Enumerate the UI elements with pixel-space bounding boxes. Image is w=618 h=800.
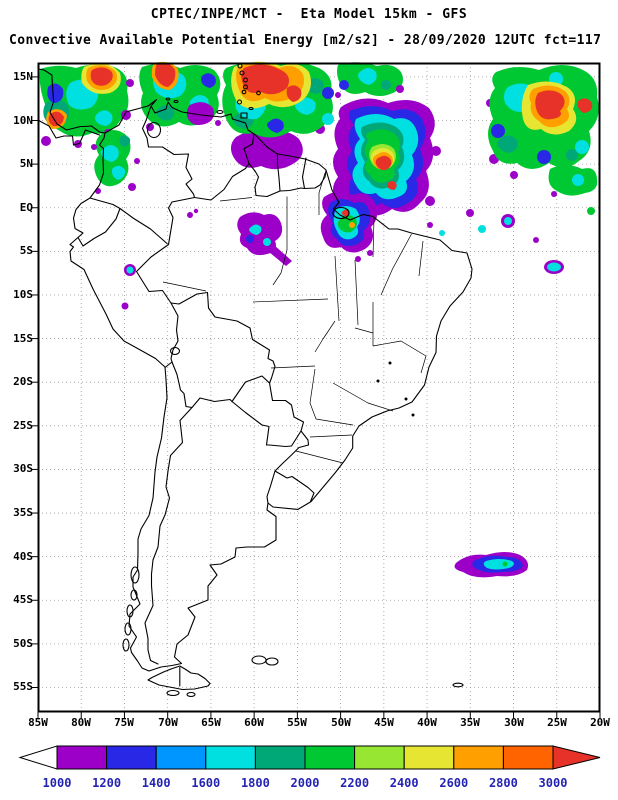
colorbar-value: 2200: [340, 776, 369, 790]
colorbar-segment: [403, 745, 455, 770]
colorbar-segment: [453, 745, 504, 770]
lat-label: 55S: [13, 680, 33, 693]
colorbar-value: 1200: [92, 776, 121, 790]
lat-label: 35S: [13, 506, 33, 519]
lon-label: 45W: [374, 716, 394, 729]
axis-ticks: [32, 76, 601, 718]
lon-label: 50W: [331, 716, 351, 729]
product-title: Convective Available Potential Energy [m…: [9, 33, 602, 48]
lat-label: 5N: [19, 157, 33, 170]
colorbar-value: 1800: [241, 776, 270, 790]
colorbar-segment: [205, 745, 256, 770]
colorbar-value: 1000: [43, 776, 72, 790]
colorbar-value: 2400: [390, 776, 419, 790]
lat-label: 10S: [13, 288, 33, 301]
colorbar-segment: [106, 745, 157, 770]
brazil-state-borders: [162, 172, 427, 464]
lat-label: 25S: [13, 419, 33, 432]
south-america-cape-map: [32, 61, 601, 718]
lon-label: 55W: [287, 716, 307, 729]
colorbar-segment: [56, 745, 108, 770]
lon-label: 70W: [158, 716, 178, 729]
lon-label: 80W: [71, 716, 91, 729]
colorbar-segment: [304, 745, 356, 770]
lat-label: 40S: [13, 550, 33, 563]
lat-label: 50S: [13, 637, 33, 650]
lat-label: 30S: [13, 462, 33, 475]
lat-label: 15N: [13, 70, 33, 83]
lon-label: 25W: [547, 716, 567, 729]
lon-label: 85W: [28, 716, 48, 729]
reservoir-dots: [376, 361, 415, 417]
lon-label: 75W: [114, 716, 134, 729]
colorbar-value: 1400: [142, 776, 171, 790]
colorbar-value: 2600: [439, 776, 468, 790]
lat-label: 15S: [13, 332, 33, 345]
colorbar-segment: [155, 745, 207, 770]
colorbar-arrow-right: [552, 745, 601, 770]
cape-field: [39, 61, 599, 578]
lon-label: 60W: [244, 716, 264, 729]
coastlines-and-borders: [37, 63, 473, 698]
map-frame: [37, 62, 601, 713]
colorbar-arrow-left: [18, 745, 58, 770]
colorbar-value: 1600: [191, 776, 220, 790]
lat-label: 45S: [13, 593, 33, 606]
lat-label: 10N: [13, 114, 33, 127]
colorbar-value: 2000: [291, 776, 320, 790]
lat-label: 20S: [13, 375, 33, 388]
lat-label: 5S: [19, 244, 33, 257]
lat-label: EQ: [19, 201, 33, 214]
lon-label: 30W: [504, 716, 524, 729]
lon-label: 35W: [460, 716, 480, 729]
colorbar-value: 2800: [489, 776, 518, 790]
colorbar-value: 3000: [539, 776, 568, 790]
lon-label: 65W: [201, 716, 221, 729]
lon-label: 20W: [590, 716, 610, 729]
colorbar-segment: [354, 745, 405, 770]
model-title: CPTEC/INPE/MCT - Eta Model 15km - GFS: [150, 7, 468, 22]
colorbar-segment: [502, 745, 554, 770]
lon-label: 40W: [417, 716, 437, 729]
colorbar-segment: [254, 745, 306, 770]
cape-colorbar: 1000 1200 1400 1600 1800 2000 2200 2400 2600 2800…: [18, 745, 601, 790]
